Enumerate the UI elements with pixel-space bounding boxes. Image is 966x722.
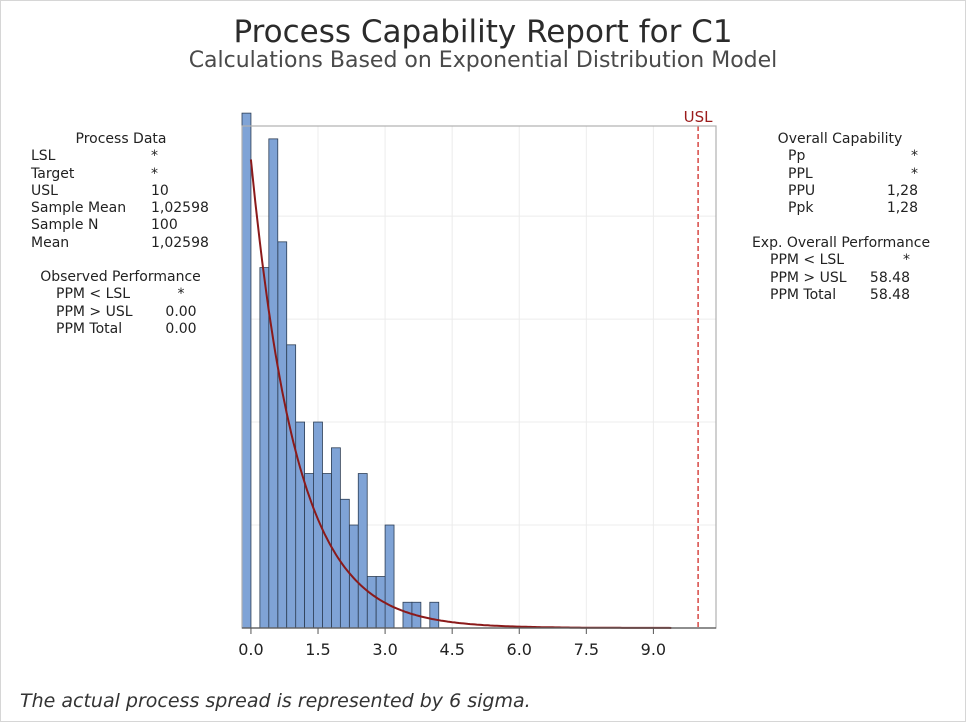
process-data-panel: Process Data LSL * Target * USL 10 Sample Mean… <box>31 131 221 252</box>
stat-value: * <box>911 165 918 182</box>
footnote: The actual process spread is represented… <box>20 690 531 712</box>
x-tick-label: 6.0 <box>507 640 532 659</box>
stat-value: * <box>911 148 918 165</box>
report-subtitle: Calculations Based on Exponential Distri… <box>188 48 778 73</box>
stat-value: 58.48 <box>869 286 910 303</box>
observed-performance-panel: Observed Performance PPM < LSL * PPM > USL… <box>33 269 223 338</box>
stat-value: 1,02598 <box>151 200 209 217</box>
stat-label: LSL <box>31 148 56 165</box>
exp-overall-performance-row: PPM < LSL * <box>746 252 946 269</box>
stat-label: Target <box>31 165 75 182</box>
observed-performance-header: Observed Performance <box>40 269 201 285</box>
process-data-row: USL 10 <box>31 183 221 200</box>
histogram-bar <box>366 576 377 629</box>
exp-overall-performance-row: PPM Total 58.48 <box>746 287 946 304</box>
process-data-row: Sample N 100 <box>31 217 221 234</box>
stat-label: Sample Mean <box>31 200 127 217</box>
observed-performance-row: PPM Total 0.00 <box>33 321 223 338</box>
x-tick-label: 0.0 <box>238 640 263 659</box>
stat-label: PPM > USL <box>770 269 847 286</box>
overall-capability-rows: Pp * PPL * PPU 1,28 Ppk 1,28 <box>760 148 930 217</box>
process-data-row: Mean 1,02598 <box>31 235 221 252</box>
exp-overall-performance-row: PPM > USL 58.48 <box>746 270 946 287</box>
stat-label: PPL <box>788 165 813 182</box>
stat-value: 0.00 <box>165 303 197 320</box>
histogram-bar <box>348 524 359 629</box>
histogram-bar <box>259 267 270 629</box>
stat-label: PPM > USL <box>56 303 133 320</box>
process-data-rows: LSL * Target * USL 10 Sample Mean 1,02598 Sample… <box>31 148 221 252</box>
stat-label: Mean <box>31 234 70 251</box>
stat-value: * <box>151 165 158 182</box>
overall-capability-row: Pp * <box>760 148 930 165</box>
process-data-row: Sample Mean 1,02598 <box>31 200 221 217</box>
overall-capability-row: PPL * <box>760 166 930 183</box>
stat-label: PPM < LSL <box>56 286 131 303</box>
overall-capability-panel: Overall Capability Pp * PPL * PPU 1,28 Ppk 1,28 <box>760 131 930 217</box>
x-tick-label: 3.0 <box>372 640 397 659</box>
stat-label: Pp <box>788 148 806 165</box>
observed-performance-row: PPM > USL 0.00 <box>33 304 223 321</box>
stat-value: 1,28 <box>886 182 918 199</box>
stat-value: * <box>177 286 185 303</box>
histogram-bar <box>384 524 395 629</box>
histogram-bar <box>268 138 279 629</box>
stat-value: 1,02598 <box>151 234 209 251</box>
histogram-bar <box>286 344 297 629</box>
stat-label: PPM Total <box>770 286 837 303</box>
stat-value: 0.00 <box>165 320 197 337</box>
process-data-row: LSL * <box>31 148 221 165</box>
histogram-bar <box>357 473 368 629</box>
histogram-bar <box>429 601 440 629</box>
stat-label: PPU <box>788 182 816 199</box>
histogram-bar <box>241 112 252 629</box>
usl-label: USL <box>684 108 714 126</box>
stat-value: 100 <box>151 217 178 234</box>
exp-overall-performance-header: Exp. Overall Performance <box>751 235 931 251</box>
stat-label: Ppk <box>788 200 814 217</box>
stat-value: 1,28 <box>886 200 918 217</box>
stat-label: Sample N <box>31 217 99 234</box>
histogram-bar <box>402 601 413 629</box>
x-tick-label: 7.5 <box>574 640 599 659</box>
stat-value: * <box>151 148 158 165</box>
report-title: Process Capability Report for C1 <box>233 14 733 50</box>
histogram-bar <box>277 241 288 629</box>
observed-performance-rows: PPM < LSL * PPM > USL 0.00 PPM Total 0.00 <box>33 286 223 338</box>
exp-overall-performance-panel: Exp. Overall Performance PPM < LSL * PPM >… <box>746 235 946 304</box>
histogram-bar <box>322 473 332 629</box>
stat-value: 58.48 <box>869 269 910 286</box>
overall-capability-row: Ppk 1,28 <box>760 200 930 217</box>
exp-overall-performance-rows: PPM < LSL * PPM > USL 58.48 PPM Total 58.48 <box>746 252 946 304</box>
x-tick-label: 4.5 <box>439 640 464 659</box>
observed-performance-row: PPM < LSL * <box>33 286 223 303</box>
histogram-bar <box>331 447 341 629</box>
stat-value: * <box>903 252 910 269</box>
stat-label: USL <box>31 182 58 199</box>
stat-label: PPM Total <box>56 320 123 337</box>
stat-value: 10 <box>151 182 169 199</box>
x-tick-label: 9.0 <box>641 640 666 659</box>
process-data-header: Process Data <box>75 131 167 147</box>
stat-label: PPM < LSL <box>770 252 845 269</box>
x-tick-label: 1.5 <box>305 640 330 659</box>
overall-capability-row: PPU 1,28 <box>760 183 930 200</box>
overall-capability-header: Overall Capability <box>777 131 903 147</box>
process-data-row: Target * <box>31 166 221 183</box>
